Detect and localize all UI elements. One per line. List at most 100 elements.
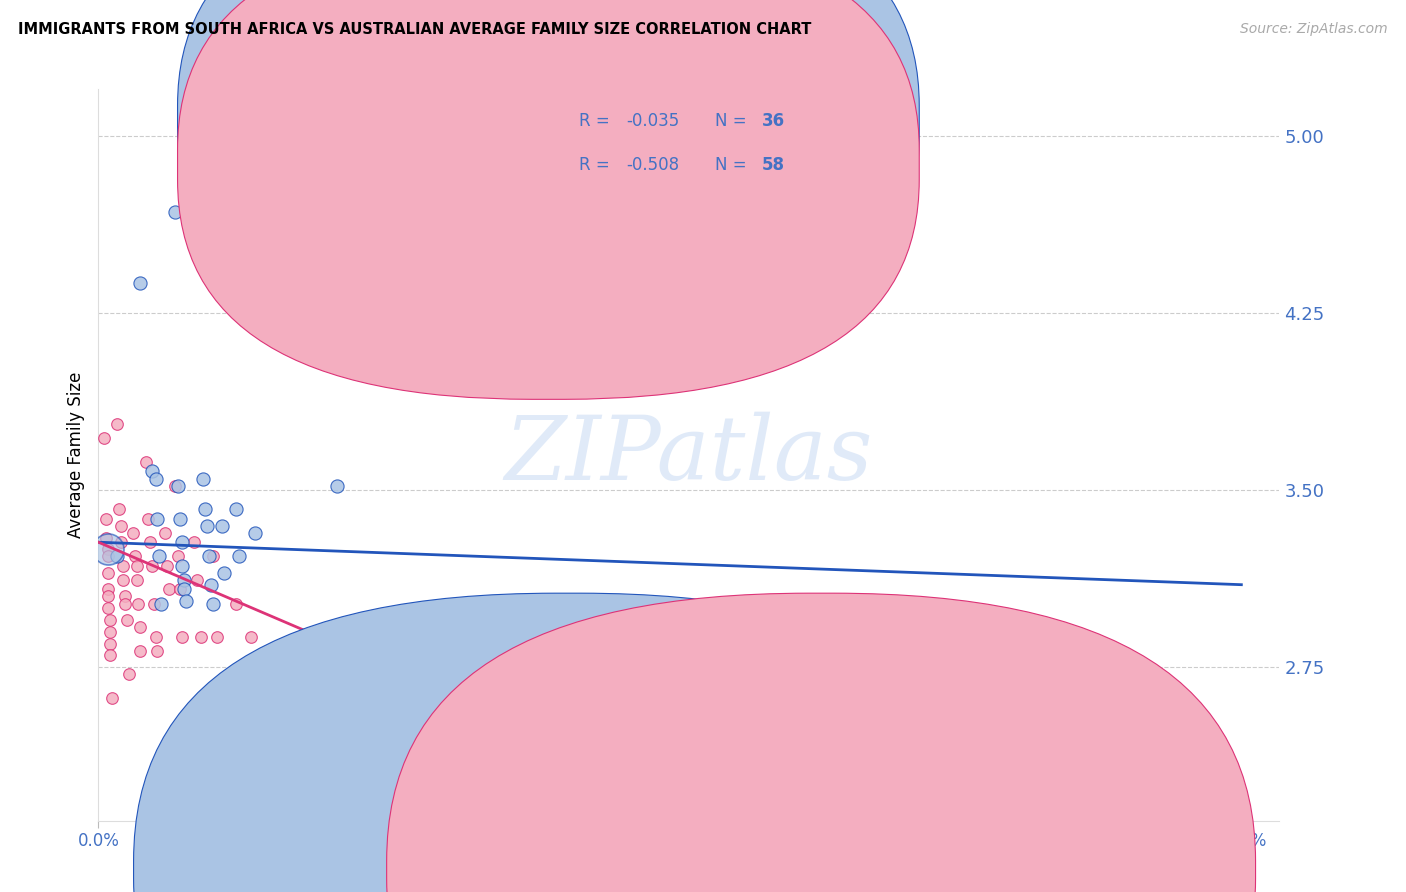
Point xyxy=(198,549,221,564)
Point xyxy=(124,549,146,564)
Point xyxy=(205,630,228,644)
Point xyxy=(98,637,121,651)
Point xyxy=(200,577,222,591)
Point xyxy=(153,525,176,540)
Point xyxy=(97,542,120,557)
Point xyxy=(163,478,186,492)
Point xyxy=(97,601,120,615)
Point xyxy=(112,573,135,587)
Point xyxy=(201,597,224,611)
Point xyxy=(174,594,197,608)
Point xyxy=(172,535,194,549)
Point xyxy=(110,518,132,533)
Point xyxy=(668,644,690,658)
Text: Source: ZipAtlas.com: Source: ZipAtlas.com xyxy=(1240,22,1388,37)
Point xyxy=(193,471,215,485)
Point xyxy=(225,597,247,611)
Point xyxy=(142,597,165,611)
Point xyxy=(408,667,430,681)
Point xyxy=(169,582,191,597)
Point xyxy=(108,502,131,516)
Text: N =: N = xyxy=(714,112,752,129)
Point xyxy=(173,573,195,587)
Point xyxy=(107,417,129,432)
Text: Immigrants from South Africa: Immigrants from South Africa xyxy=(588,863,814,877)
Point xyxy=(801,667,824,681)
Point xyxy=(195,518,218,533)
Point xyxy=(201,549,224,564)
Point xyxy=(145,630,167,644)
Point xyxy=(148,549,170,564)
Point xyxy=(93,431,115,445)
Text: R =: R = xyxy=(579,112,614,129)
Text: 36: 36 xyxy=(762,112,786,129)
Point xyxy=(118,667,141,681)
Point xyxy=(129,276,152,290)
Y-axis label: Average Family Size: Average Family Size xyxy=(66,372,84,538)
Point xyxy=(325,644,347,658)
Point xyxy=(112,558,135,573)
Point xyxy=(172,558,194,573)
Point xyxy=(129,620,152,634)
Point xyxy=(97,566,120,580)
Point xyxy=(330,630,353,644)
Point xyxy=(107,549,129,564)
Text: Australians: Australians xyxy=(841,863,927,877)
Text: 58: 58 xyxy=(762,155,785,174)
Point xyxy=(440,667,463,681)
Point xyxy=(167,478,190,492)
Point xyxy=(212,566,235,580)
Point xyxy=(146,511,169,525)
Point xyxy=(325,478,347,492)
Point xyxy=(129,644,152,658)
Point xyxy=(97,542,120,557)
Point xyxy=(114,597,136,611)
Point xyxy=(156,558,179,573)
Point xyxy=(98,613,121,627)
Point xyxy=(114,590,136,604)
Point xyxy=(110,535,132,549)
Text: -0.508: -0.508 xyxy=(626,155,679,174)
Point xyxy=(100,690,122,705)
Text: IMMIGRANTS FROM SOUTH AFRICA VS AUSTRALIAN AVERAGE FAMILY SIZE CORRELATION CHART: IMMIGRANTS FROM SOUTH AFRICA VS AUSTRALI… xyxy=(18,22,811,37)
Point xyxy=(186,573,208,587)
Point xyxy=(97,590,120,604)
FancyBboxPatch shape xyxy=(177,0,920,400)
Point xyxy=(173,582,195,597)
Point xyxy=(668,785,690,799)
Text: ZIPatlas: ZIPatlas xyxy=(505,411,873,499)
Point xyxy=(141,558,163,573)
FancyBboxPatch shape xyxy=(506,86,884,199)
Point xyxy=(125,573,148,587)
Point xyxy=(97,549,120,564)
Point xyxy=(139,535,162,549)
Point xyxy=(402,644,425,658)
Point xyxy=(194,502,217,516)
Point xyxy=(172,630,194,644)
Point xyxy=(163,205,186,219)
Point xyxy=(121,525,143,540)
Point xyxy=(516,738,538,752)
Point xyxy=(239,630,262,644)
Point xyxy=(98,648,121,663)
Point xyxy=(150,597,173,611)
Point xyxy=(228,549,250,564)
Point xyxy=(335,644,357,658)
Point xyxy=(225,502,247,516)
Point xyxy=(98,624,121,639)
FancyBboxPatch shape xyxy=(177,0,920,355)
Text: N =: N = xyxy=(714,155,752,174)
Point xyxy=(169,511,191,525)
Point xyxy=(167,549,190,564)
Point xyxy=(135,455,157,469)
Point xyxy=(287,630,309,644)
Point xyxy=(183,535,205,549)
Point xyxy=(259,644,281,658)
Point xyxy=(127,597,149,611)
Point xyxy=(1144,690,1167,705)
Point xyxy=(94,531,117,545)
Point xyxy=(157,582,180,597)
Point xyxy=(382,172,405,186)
Point xyxy=(136,511,159,525)
Point xyxy=(125,558,148,573)
